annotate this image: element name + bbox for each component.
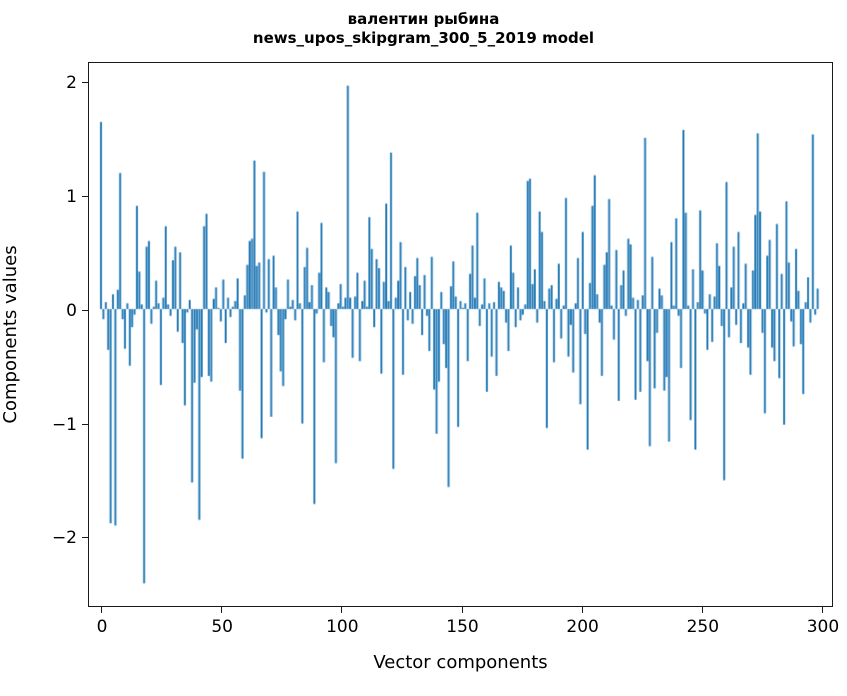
x-tick-label: 250 bbox=[686, 617, 720, 637]
x-tick-label: 150 bbox=[446, 617, 479, 637]
y-tick-label: 0 bbox=[66, 300, 77, 321]
x-tick-label: 0 bbox=[96, 617, 108, 637]
bar-series-canvas bbox=[89, 63, 832, 606]
x-tick-150: 150 bbox=[446, 606, 479, 637]
x-tick-label: 100 bbox=[326, 617, 359, 637]
x-tick-label: 50 bbox=[211, 617, 233, 637]
y-axis-label: Components values bbox=[0, 245, 21, 424]
x-tick-0: 0 bbox=[97, 606, 107, 637]
y-tick-−1: −1 bbox=[52, 415, 89, 435]
y-tick-label: −1 bbox=[51, 414, 77, 435]
y-tick-label: 1 bbox=[66, 187, 77, 208]
y-tick-−2: −2 bbox=[52, 528, 89, 548]
chart-title-line-1: валентин рыбина bbox=[347, 10, 500, 28]
y-tick-2: 2 bbox=[66, 73, 89, 93]
x-tick-300: 300 bbox=[807, 606, 839, 637]
y-tick-label: −2 bbox=[51, 528, 77, 549]
x-tick-50: 50 bbox=[211, 606, 233, 637]
y-tick-1: 1 bbox=[66, 187, 89, 207]
y-tick-0: 0 bbox=[66, 301, 89, 321]
y-tick-label: 2 bbox=[66, 73, 77, 94]
chart-title-line-2: news_upos_skipgram_300_5_2019 model bbox=[252, 28, 595, 47]
x-tick-100: 100 bbox=[326, 606, 359, 637]
x-tick-label: 200 bbox=[566, 617, 599, 637]
x-tick-label: 300 bbox=[806, 617, 840, 637]
x-axis-label: Vector components bbox=[373, 652, 548, 673]
x-tick-250: 250 bbox=[687, 606, 719, 637]
chart-title: валентин рыбина news_upos_skipgram_300_5… bbox=[0, 10, 847, 48]
x-tick-200: 200 bbox=[566, 606, 599, 637]
plot-axes: −2 −1 0 1 2 0 50 100 150 200 250 300 bbox=[52, 62, 839, 637]
